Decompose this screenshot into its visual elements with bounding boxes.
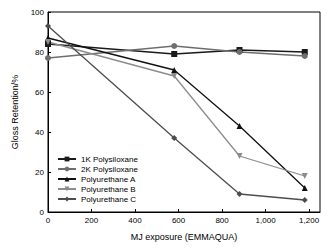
svg-text:800: 800 (215, 216, 229, 225)
svg-text:600: 600 (172, 216, 186, 225)
svg-text:0: 0 (40, 208, 45, 217)
svg-text:1,200: 1,200 (299, 216, 320, 225)
svg-text:60: 60 (35, 88, 44, 97)
svg-text:400: 400 (128, 216, 142, 225)
svg-text:2K Polysiloxane: 2K Polysiloxane (81, 165, 138, 174)
svg-text:80: 80 (35, 48, 44, 57)
svg-text:Polyurethane C: Polyurethane C (81, 195, 136, 204)
svg-text:Polyurethane B: Polyurethane B (81, 185, 136, 194)
svg-text:200: 200 (85, 216, 99, 225)
svg-text:MJ exposure (EMMAQUA): MJ exposure (EMMAQUA) (131, 232, 238, 242)
svg-text:Polyurethane A: Polyurethane A (81, 175, 136, 184)
svg-text:0: 0 (46, 216, 51, 225)
svg-text:1K Polysiloxane: 1K Polysiloxane (81, 155, 138, 164)
svg-text:1,000: 1,000 (256, 216, 277, 225)
svg-text:20: 20 (35, 168, 44, 177)
svg-text:40: 40 (35, 128, 44, 137)
svg-text:Gloss Retention/%: Gloss Retention/% (10, 75, 20, 150)
svg-text:100: 100 (31, 8, 45, 17)
